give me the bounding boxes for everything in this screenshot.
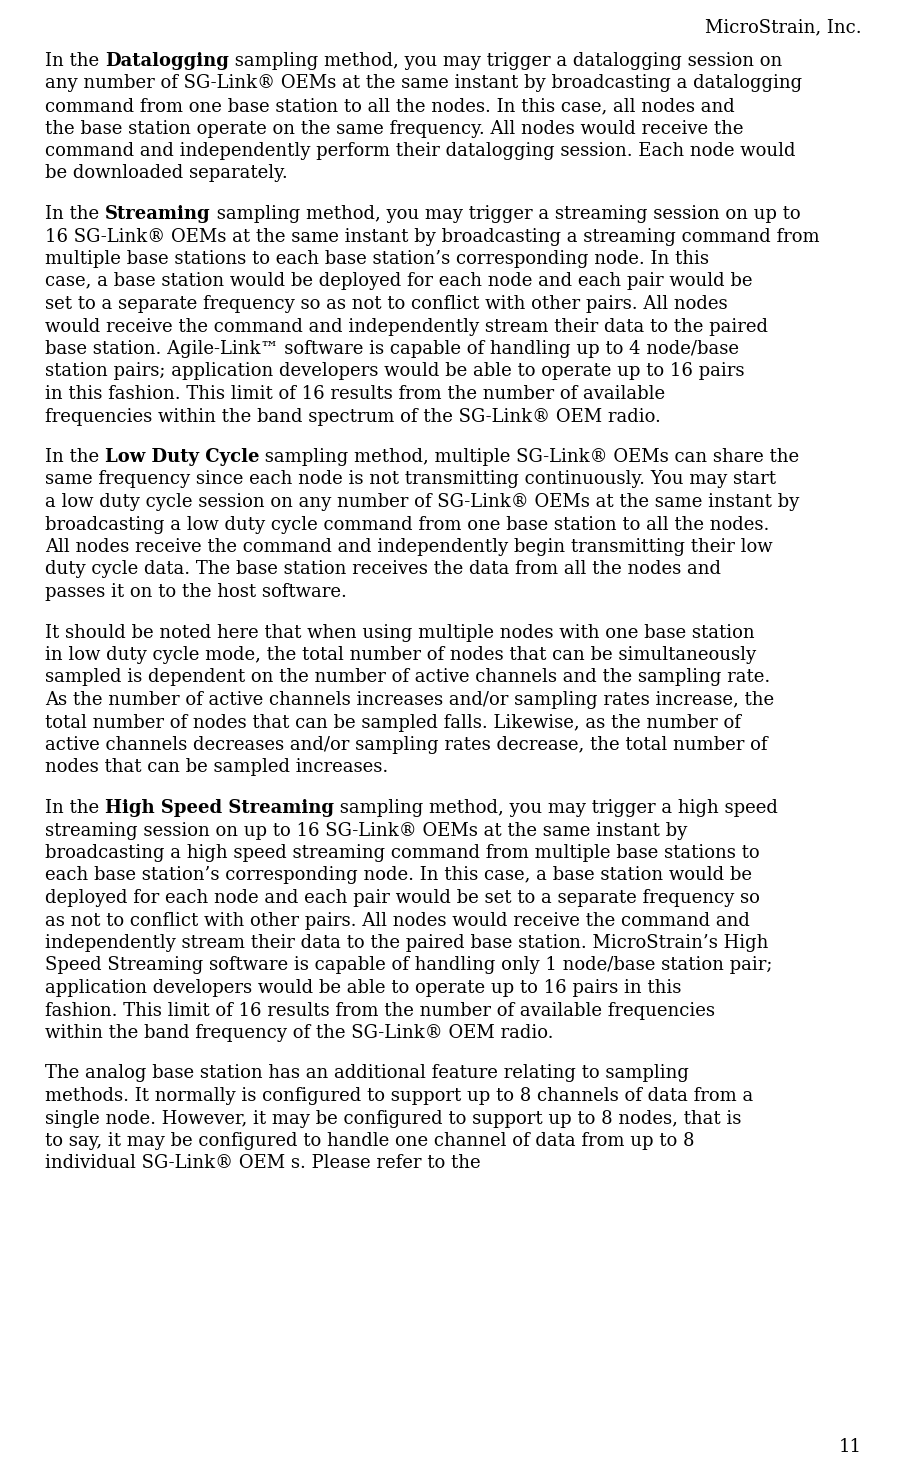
Text: case, a base station would be deployed for each node and each pair would be: case, a base station would be deployed f… bbox=[45, 272, 753, 291]
Text: multiple base stations to each base station’s corresponding node. In this: multiple base stations to each base stat… bbox=[45, 250, 709, 268]
Text: Streaming: Streaming bbox=[105, 205, 210, 224]
Text: Datalogging: Datalogging bbox=[105, 53, 229, 70]
Text: be downloaded separately.: be downloaded separately. bbox=[45, 165, 288, 183]
Text: command and independently perform their datalogging session. Each node would: command and independently perform their … bbox=[45, 142, 795, 159]
Text: It should be noted here that when using multiple nodes with one base station: It should be noted here that when using … bbox=[45, 623, 755, 642]
Text: deployed for each node and each pair would be set to a separate frequency so: deployed for each node and each pair wou… bbox=[45, 889, 760, 906]
Text: sampling method, multiple SG-Link® OEMs can share the: sampling method, multiple SG-Link® OEMs … bbox=[259, 447, 799, 466]
Text: independently stream their data to the paired base station. MicroStrain’s High: independently stream their data to the p… bbox=[45, 934, 768, 952]
Text: command from one base station to all the nodes. In this case, all nodes and: command from one base station to all the… bbox=[45, 96, 735, 115]
Text: any number of SG-Link® OEMs at the same instant by broadcasting a datalogging: any number of SG-Link® OEMs at the same … bbox=[45, 75, 802, 92]
Text: a low duty cycle session on any number of SG-Link® OEMs at the same instant by: a low duty cycle session on any number o… bbox=[45, 493, 799, 512]
Text: All nodes receive the command and independently begin transmitting their low: All nodes receive the command and indepe… bbox=[45, 538, 773, 556]
Text: nodes that can be sampled increases.: nodes that can be sampled increases. bbox=[45, 759, 388, 776]
Text: in this fashion. This limit of 16 results from the number of available: in this fashion. This limit of 16 result… bbox=[45, 385, 665, 404]
Text: set to a separate frequency so as not to conflict with other pairs. All nodes: set to a separate frequency so as not to… bbox=[45, 295, 727, 313]
Text: would receive the command and independently stream their data to the paired: would receive the command and independen… bbox=[45, 317, 768, 335]
Text: same frequency since each node is not transmitting continuously. You may start: same frequency since each node is not tr… bbox=[45, 471, 776, 488]
Text: sampling method, you may trigger a datalogging session on: sampling method, you may trigger a datal… bbox=[229, 53, 782, 70]
Text: base station. Agile-Link™ software is capable of handling up to 4 node/base: base station. Agile-Link™ software is ca… bbox=[45, 341, 739, 358]
Text: single node. However, it may be configured to support up to 8 nodes, that is: single node. However, it may be configur… bbox=[45, 1110, 741, 1127]
Text: active channels decreases and/or sampling rates decrease, the total number of: active channels decreases and/or samplin… bbox=[45, 735, 767, 754]
Text: In the: In the bbox=[45, 205, 105, 224]
Text: duty cycle data. The base station receives the data from all the nodes and: duty cycle data. The base station receiv… bbox=[45, 560, 721, 579]
Text: as not to conflict with other pairs. All nodes would receive the command and: as not to conflict with other pairs. All… bbox=[45, 911, 750, 930]
Text: broadcasting a high speed streaming command from multiple base stations to: broadcasting a high speed streaming comm… bbox=[45, 844, 760, 863]
Text: In the: In the bbox=[45, 800, 105, 817]
Text: application developers would be able to operate up to 16 pairs in this: application developers would be able to … bbox=[45, 980, 681, 997]
Text: In the: In the bbox=[45, 447, 105, 466]
Text: the base station operate on the same frequency. All nodes would receive the: the base station operate on the same fre… bbox=[45, 120, 744, 137]
Text: total number of nodes that can be sampled falls. Likewise, as the number of: total number of nodes that can be sample… bbox=[45, 713, 741, 731]
Text: 11: 11 bbox=[839, 1439, 862, 1456]
Text: MicroStrain, Inc.: MicroStrain, Inc. bbox=[706, 18, 862, 37]
Text: each base station’s corresponding node. In this case, a base station would be: each base station’s corresponding node. … bbox=[45, 867, 752, 885]
Text: fashion. This limit of 16 results from the number of available frequencies: fashion. This limit of 16 results from t… bbox=[45, 1001, 715, 1019]
Text: sampled is dependent on the number of active channels and the sampling rate.: sampled is dependent on the number of ac… bbox=[45, 668, 770, 687]
Text: to say, it may be configured to handle one channel of data from up to 8: to say, it may be configured to handle o… bbox=[45, 1132, 695, 1151]
Text: in low duty cycle mode, the total number of nodes that can be simultaneously: in low duty cycle mode, the total number… bbox=[45, 646, 756, 664]
Text: The analog base station has an additional feature relating to sampling: The analog base station has an additiona… bbox=[45, 1064, 689, 1082]
Text: frequencies within the band spectrum of the SG-Link® OEM radio.: frequencies within the band spectrum of … bbox=[45, 408, 661, 425]
Text: sampling method, you may trigger a streaming session on up to: sampling method, you may trigger a strea… bbox=[210, 205, 800, 224]
Text: station pairs; application developers would be able to operate up to 16 pairs: station pairs; application developers wo… bbox=[45, 363, 745, 380]
Text: streaming session on up to 16 SG-Link® OEMs at the same instant by: streaming session on up to 16 SG-Link® O… bbox=[45, 822, 688, 839]
Text: 16 SG-Link® OEMs at the same instant by broadcasting a streaming command from: 16 SG-Link® OEMs at the same instant by … bbox=[45, 228, 820, 246]
Text: sampling method, you may trigger a high speed: sampling method, you may trigger a high … bbox=[334, 800, 777, 817]
Text: In the: In the bbox=[45, 53, 105, 70]
Text: Low Duty Cycle: Low Duty Cycle bbox=[105, 447, 259, 466]
Text: High Speed Streaming: High Speed Streaming bbox=[105, 800, 334, 817]
Text: Speed Streaming software is capable of handling only 1 node/base station pair;: Speed Streaming software is capable of h… bbox=[45, 956, 773, 975]
Text: methods. It normally is configured to support up to 8 channels of data from a: methods. It normally is configured to su… bbox=[45, 1088, 753, 1105]
Text: broadcasting a low duty cycle command from one base station to all the nodes.: broadcasting a low duty cycle command fr… bbox=[45, 516, 769, 534]
Text: individual SG-Link® OEM s. Please refer to the: individual SG-Link® OEM s. Please refer … bbox=[45, 1155, 481, 1173]
Text: passes it on to the host software.: passes it on to the host software. bbox=[45, 583, 346, 601]
Text: within the band frequency of the SG-Link® OEM radio.: within the band frequency of the SG-Link… bbox=[45, 1023, 553, 1042]
Text: As the number of active channels increases and/or sampling rates increase, the: As the number of active channels increas… bbox=[45, 692, 775, 709]
